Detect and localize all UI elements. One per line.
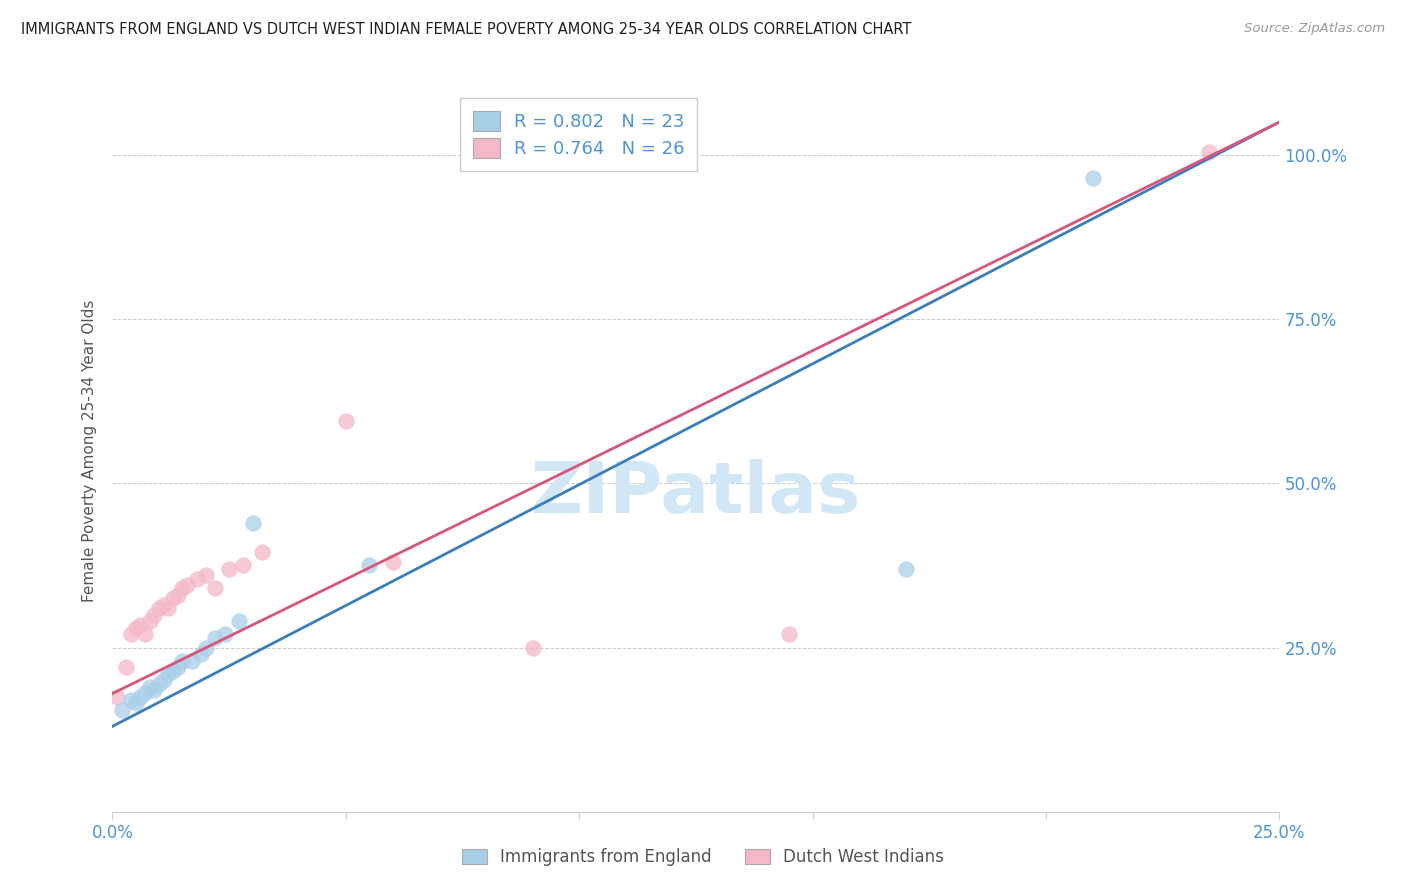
Point bbox=[166, 660, 188, 674]
Legend: Immigrants from England, Dutch West Indians: Immigrants from England, Dutch West Indi… bbox=[453, 840, 953, 875]
Point bbox=[134, 627, 156, 641]
Text: IMMIGRANTS FROM ENGLAND VS DUTCH WEST INDIAN FEMALE POVERTY AMONG 25-34 YEAR OLD: IMMIGRANTS FROM ENGLAND VS DUTCH WEST IN… bbox=[21, 22, 911, 37]
Point bbox=[1081, 170, 1104, 185]
Point bbox=[148, 676, 170, 690]
Point bbox=[218, 562, 240, 576]
Point bbox=[1198, 145, 1220, 159]
Point bbox=[172, 582, 194, 596]
Point bbox=[166, 588, 188, 602]
Point bbox=[232, 558, 254, 573]
Point bbox=[129, 617, 152, 632]
Point bbox=[111, 703, 134, 717]
Point bbox=[139, 680, 162, 694]
Point bbox=[134, 686, 156, 700]
Point bbox=[120, 693, 142, 707]
Point bbox=[190, 647, 212, 661]
Point bbox=[129, 690, 152, 704]
Point bbox=[148, 601, 170, 615]
Point bbox=[143, 607, 166, 622]
Point bbox=[153, 598, 176, 612]
Point bbox=[894, 562, 917, 576]
Point bbox=[522, 640, 544, 655]
Point bbox=[125, 621, 148, 635]
Point bbox=[157, 666, 180, 681]
Point bbox=[242, 516, 264, 530]
Point bbox=[186, 572, 208, 586]
Point bbox=[176, 578, 198, 592]
Point bbox=[120, 627, 142, 641]
Point bbox=[153, 673, 176, 688]
Point bbox=[162, 664, 184, 678]
Legend: R = 0.802   N = 23, R = 0.764   N = 26: R = 0.802 N = 23, R = 0.764 N = 26 bbox=[460, 98, 697, 170]
Text: ZIPatlas: ZIPatlas bbox=[531, 459, 860, 528]
Point bbox=[250, 545, 273, 559]
Point bbox=[204, 582, 226, 596]
Y-axis label: Female Poverty Among 25-34 Year Olds: Female Poverty Among 25-34 Year Olds bbox=[82, 300, 97, 601]
Point bbox=[778, 627, 800, 641]
Point bbox=[162, 591, 184, 606]
Point bbox=[194, 568, 217, 582]
Point bbox=[359, 558, 381, 573]
Point bbox=[180, 654, 202, 668]
Point bbox=[105, 690, 128, 704]
Point bbox=[381, 555, 404, 569]
Point bbox=[143, 683, 166, 698]
Point bbox=[228, 614, 250, 628]
Text: Source: ZipAtlas.com: Source: ZipAtlas.com bbox=[1244, 22, 1385, 36]
Point bbox=[194, 640, 217, 655]
Point bbox=[335, 414, 357, 428]
Point bbox=[139, 614, 162, 628]
Point bbox=[214, 627, 236, 641]
Point bbox=[115, 660, 138, 674]
Point bbox=[125, 696, 148, 710]
Point bbox=[157, 601, 180, 615]
Point bbox=[172, 654, 194, 668]
Point bbox=[204, 631, 226, 645]
